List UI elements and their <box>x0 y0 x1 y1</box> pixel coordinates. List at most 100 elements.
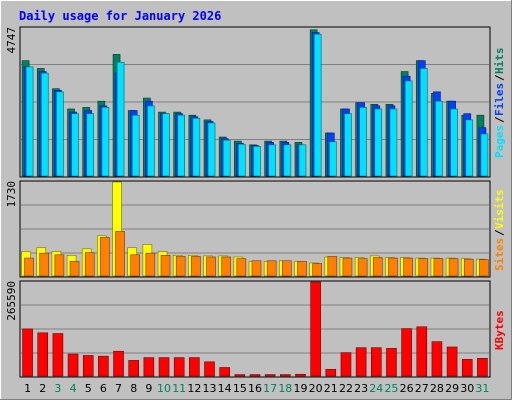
x-tick-label-27: 27 <box>415 382 429 395</box>
kbytes-bar-8 <box>128 360 140 377</box>
legend-separator: / <box>493 116 506 123</box>
sites-bar-11 <box>175 256 186 277</box>
sites-bar-19 <box>297 261 307 277</box>
kbytes-bar-22 <box>340 352 352 377</box>
legend-sites: Sites <box>493 238 506 271</box>
x-tick-label-19: 19 <box>293 382 307 395</box>
pages-bar-28 <box>435 100 443 177</box>
chart-title: Daily usage for January 2026 <box>19 9 221 23</box>
x-tick-label-7: 7 <box>115 382 122 395</box>
pages-bar-8 <box>131 114 140 177</box>
x-tick-label-14: 14 <box>218 382 232 395</box>
y-max-label: 4747 <box>5 27 18 54</box>
sites-bar-21 <box>327 256 338 277</box>
legend: KBytes <box>493 310 506 350</box>
pages-bar-12 <box>192 118 201 177</box>
x-tick-label-23: 23 <box>354 382 368 395</box>
x-tick-label-16: 16 <box>248 382 262 395</box>
x-tick-label-17: 17 <box>263 382 277 395</box>
sites-bar-12 <box>191 256 201 277</box>
x-tick-label-31: 31 <box>475 382 489 395</box>
kbytes-bar-16 <box>249 374 261 377</box>
x-tick-label-9: 9 <box>145 382 152 395</box>
pages-bar-2 <box>40 72 49 177</box>
kbytes-bar-24 <box>370 347 382 377</box>
legend: Sites /Visits <box>493 189 506 271</box>
x-tick-label-5: 5 <box>85 382 92 395</box>
sites-bar-6 <box>100 237 110 277</box>
pages-bar-24 <box>374 108 383 177</box>
panel-kbytes: 265590 KBytes <box>5 280 506 378</box>
pages-bar-25 <box>389 108 398 177</box>
sites-bar-25 <box>388 257 398 277</box>
sites-bar-22 <box>342 257 353 277</box>
pages-bar-18 <box>283 144 292 177</box>
x-tick-label-30: 30 <box>460 382 474 395</box>
legend-hits: Hits <box>493 48 506 75</box>
panel-visits_sites: 1730 Sites /Visits <box>5 180 506 278</box>
x-tick-label-21: 21 <box>324 382 338 395</box>
pages-bar-10 <box>162 113 170 177</box>
kbytes-bar-15 <box>234 374 246 377</box>
series-pages <box>25 33 489 177</box>
x-tick-label-24: 24 <box>369 382 383 395</box>
kbytes-bar-18 <box>280 374 291 377</box>
sites-bar-1 <box>24 257 34 277</box>
legend-separator: / <box>493 74 506 81</box>
kbytes-bar-3 <box>52 333 64 377</box>
x-axis-labels: 1 2 3 4 5 6 7 8 9 10 11 12 13 14 15 16 17 18 19 20 21 22 23 24 2… <box>24 382 489 395</box>
panel-hits_files_pages: 4747 Pages/Files/Hits <box>5 26 506 178</box>
kbytes-bar-5 <box>82 355 94 377</box>
x-tick-label-12: 12 <box>187 382 201 395</box>
pages-bar-1 <box>25 66 34 177</box>
kbytes-bar-23 <box>355 347 367 377</box>
pages-bar-7 <box>116 61 125 177</box>
sites-bar-15 <box>236 258 247 277</box>
sites-bar-3 <box>54 254 65 277</box>
x-tick-label-22: 22 <box>339 382 353 395</box>
pages-bar-23 <box>359 107 367 177</box>
kbytes-bar-27 <box>416 326 428 377</box>
kbytes-bar-25 <box>386 348 397 377</box>
legend: Pages/Files/Hits <box>493 48 506 159</box>
pages-bar-29 <box>450 108 458 177</box>
pages-bar-17 <box>268 144 276 177</box>
pages-bar-14 <box>222 139 231 177</box>
pages-bar-5 <box>86 113 95 177</box>
kbytes-bar-12 <box>189 357 200 377</box>
pages-bar-19 <box>298 144 307 177</box>
x-tick-label-11: 11 <box>172 382 186 395</box>
sites-bar-13 <box>206 256 216 277</box>
kbytes-bar-9 <box>143 357 155 377</box>
pages-bar-30 <box>465 119 474 177</box>
x-tick-label-29: 29 <box>445 382 459 395</box>
kbytes-bar-31 <box>477 358 488 377</box>
sites-bar-26 <box>403 257 413 277</box>
x-tick-label-8: 8 <box>130 382 137 395</box>
sites-bar-9 <box>145 252 156 277</box>
kbytes-bar-20 <box>310 281 321 377</box>
sites-bar-16 <box>251 260 262 277</box>
sites-bar-28 <box>433 258 444 277</box>
sites-bar-2 <box>39 252 50 277</box>
sites-bar-27 <box>418 258 429 277</box>
kbytes-bar-7 <box>113 350 124 377</box>
x-tick-label-6: 6 <box>100 382 107 395</box>
legend-visits: Visits <box>493 189 506 229</box>
kbytes-bar-30 <box>461 359 473 377</box>
series-kbytes <box>22 281 488 377</box>
sites-bar-10 <box>160 255 171 277</box>
pages-bar-21 <box>329 141 337 177</box>
legend-kbytes: KBytes <box>493 310 506 350</box>
kbytes-bar-19 <box>295 373 306 377</box>
sites-bar-4 <box>69 261 80 277</box>
sites-bar-14 <box>221 256 231 277</box>
pages-bar-16 <box>253 146 261 177</box>
sites-bar-5 <box>84 252 95 277</box>
pages-bar-31 <box>480 133 489 177</box>
kbytes-bar-14 <box>219 367 230 377</box>
sites-bar-17 <box>266 260 277 277</box>
x-tick-label-25: 25 <box>384 382 398 395</box>
x-tick-label-3: 3 <box>54 382 61 395</box>
